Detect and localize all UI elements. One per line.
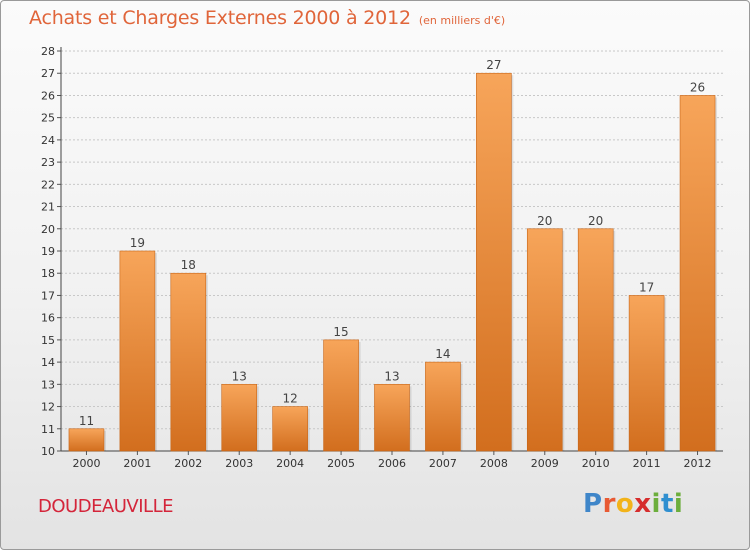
bar-value-label: 17	[639, 280, 654, 294]
bar-value-label: 27	[486, 58, 501, 72]
bar-value-label: 15	[333, 325, 348, 339]
bar-value-label: 20	[588, 214, 603, 228]
x-tick-label: 2005	[327, 457, 355, 470]
y-tick-label: 10	[41, 445, 55, 458]
y-tick-label: 24	[41, 134, 55, 147]
y-tick-label: 13	[41, 378, 55, 391]
bar	[526, 228, 563, 452]
x-tick-label: 2001	[123, 457, 151, 470]
y-tick-label: 19	[41, 245, 55, 258]
bar	[425, 361, 461, 452]
y-tick-label: 27	[41, 67, 55, 80]
logo-letter: x	[634, 489, 652, 519]
commune-name: DOUDEAUVILLE	[38, 496, 173, 517]
logo-letter: t	[660, 489, 674, 519]
x-tick-label: 2006	[378, 457, 406, 470]
bar	[628, 295, 665, 452]
y-tick-label: 28	[41, 45, 55, 58]
x-tick-label: 2008	[480, 457, 508, 470]
y-tick-label: 18	[41, 267, 55, 280]
logo-letter: o	[615, 489, 635, 519]
y-tick-label: 16	[41, 312, 55, 325]
bar-value-label: 14	[435, 347, 450, 361]
bar-value-label: 11	[79, 414, 94, 428]
x-tick-label: 2000	[72, 457, 100, 470]
bar-value-label: 19	[130, 236, 145, 250]
y-tick-label: 20	[41, 223, 55, 236]
unit-text: (en milliers d'€)	[418, 14, 506, 27]
logo-letter: i	[651, 489, 661, 519]
bar-value-label: 13	[232, 369, 247, 383]
y-tick-label: 23	[41, 156, 55, 169]
bar-value-label: 20	[537, 214, 552, 228]
y-tick-label: 22	[41, 178, 55, 191]
bar	[170, 272, 207, 452]
bar-value-label: 18	[181, 258, 196, 272]
x-tick-label: 2007	[429, 457, 457, 470]
y-tick-label: 21	[41, 201, 55, 214]
bar-value-label: 12	[283, 392, 298, 406]
bar	[272, 406, 308, 452]
y-tick-label: 17	[41, 289, 55, 302]
bar-value-label: 26	[690, 80, 705, 94]
y-tick-label: 11	[41, 423, 55, 436]
logo-letter: i	[673, 489, 684, 519]
y-tick-label: 26	[41, 89, 55, 102]
bar	[221, 384, 258, 452]
title-text: Achats et Charges Externes 2000 à 2012	[29, 7, 411, 29]
bar	[68, 428, 105, 452]
bar	[374, 384, 410, 452]
x-tick-label: 2011	[633, 457, 661, 470]
x-tick-label: 2009	[531, 457, 559, 470]
y-tick-label: 15	[41, 334, 55, 347]
bar	[577, 228, 614, 452]
y-tick-label: 14	[41, 356, 55, 369]
bar	[476, 72, 512, 452]
bar	[323, 339, 359, 452]
y-tick-label: 12	[41, 401, 55, 414]
chart-title: Achats et Charges Externes 2000 à 2012 (e…	[29, 7, 505, 29]
x-tick-label: 2003	[225, 457, 253, 470]
bar-value-label: 13	[384, 369, 399, 383]
bar	[119, 250, 156, 452]
x-tick-label: 2004	[276, 457, 304, 470]
x-tick-label: 2010	[582, 457, 610, 470]
logo-letter: P	[583, 489, 603, 519]
proxiti-logo[interactable]: Proxiti	[583, 489, 683, 519]
bar	[679, 95, 716, 452]
y-tick-label: 25	[41, 112, 55, 125]
logo-letter: r	[602, 489, 616, 519]
x-tick-label: 2012	[684, 457, 712, 470]
x-tick-label: 2002	[174, 457, 202, 470]
